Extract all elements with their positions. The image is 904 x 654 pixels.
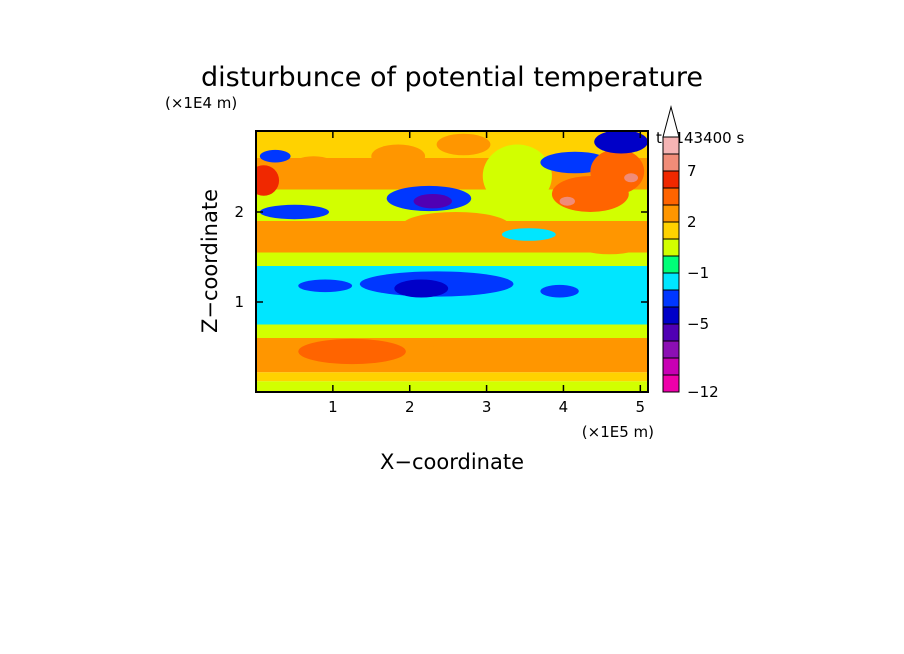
y-axis-unit: (×1E4 m) <box>165 94 237 112</box>
colorbar-label: −12 <box>687 383 719 401</box>
chart-title: disturbunce of potential temperature <box>201 62 703 93</box>
x-tick-label: 3 <box>482 398 492 416</box>
colorbar-swatch <box>662 204 680 223</box>
contour-anomaly-15 <box>624 173 639 183</box>
contour-field <box>256 131 648 392</box>
x-tick-label: 1 <box>328 398 338 416</box>
contour-anomaly-24 <box>578 338 625 356</box>
colorbar-swatch <box>662 374 680 393</box>
contour-anomaly-13 <box>590 149 645 194</box>
contour-anomaly-16 <box>594 131 648 154</box>
contour-anomaly-1 <box>259 149 291 163</box>
colorbar-swatch <box>662 255 680 274</box>
x-tick-label: 2 <box>405 398 415 416</box>
contour-anomaly-14 <box>559 196 575 206</box>
colorbar-swatch <box>662 306 680 325</box>
contour-anomaly-3 <box>290 156 337 178</box>
contour-anomaly-17 <box>574 232 645 255</box>
contour-anomaly-25 <box>417 345 479 367</box>
contour-anomaly-8 <box>402 212 510 239</box>
x-axis-label: X−coordinate <box>380 450 524 474</box>
contour-anomaly-10 <box>501 228 556 241</box>
x-tick-label: 4 <box>559 398 569 416</box>
contour-anomaly-6 <box>413 194 452 209</box>
colorbar-swatch <box>662 187 680 206</box>
contour-anomaly-18 <box>298 279 353 293</box>
colorbar-swatch <box>662 136 680 155</box>
colorbar-swatch <box>662 272 680 291</box>
colorbar: −12−5−127 <box>662 105 719 401</box>
contour-anomaly-21 <box>540 284 579 298</box>
contour-anomaly-0 <box>256 165 280 196</box>
contour-anomaly-23 <box>486 340 564 363</box>
colorbar-label: 7 <box>687 162 697 180</box>
x-tick-label: 5 <box>636 398 646 416</box>
colorbar-swatch <box>662 153 680 172</box>
colorbar-swatch <box>662 238 680 257</box>
x-axis-ticks: 1 2 3 4 5 <box>328 131 645 416</box>
y-axis-ticks: 12 <box>234 203 648 311</box>
contour-anomaly-9 <box>482 144 552 208</box>
y-axis-label: Z−coordinate <box>198 189 222 333</box>
contour-band-3 <box>256 324 648 338</box>
contour-anomaly-20 <box>394 279 449 298</box>
contour-band-5 <box>256 252 648 266</box>
colorbar-label: 2 <box>687 213 697 231</box>
contour-band-1 <box>256 372 648 382</box>
contour-anomaly-7 <box>436 133 491 156</box>
colorbar-swatch <box>662 289 680 308</box>
colorbar-swatch <box>662 323 680 342</box>
contour-anomaly-4 <box>371 144 426 168</box>
y-tick-label: 1 <box>234 293 244 311</box>
contour-band-0 <box>256 381 648 392</box>
plot-frame <box>255 130 649 393</box>
x-axis-unit: (×1E5 m) <box>582 423 654 441</box>
colorbar-label: −1 <box>687 264 709 282</box>
colorbar-swatch <box>662 357 680 376</box>
colorbar-swatch <box>662 170 680 189</box>
colorbar-swatch <box>662 221 680 240</box>
colorbar-label: −5 <box>687 315 709 333</box>
colorbar-extend-arrow <box>662 105 680 138</box>
contour-anomaly-22 <box>298 338 406 365</box>
colorbar-swatch <box>662 340 680 359</box>
y-tick-label: 2 <box>234 203 244 221</box>
contour-anomaly-2 <box>259 204 330 220</box>
